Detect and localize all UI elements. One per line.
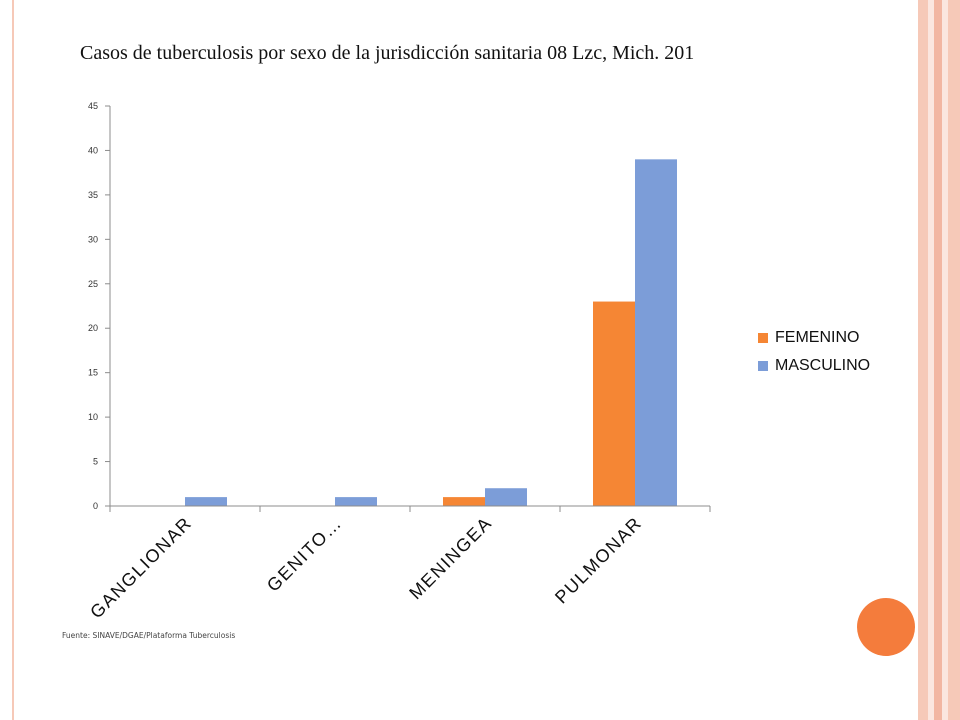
chart-title: Casos de tuberculosis por sexo de la jur… [80, 42, 695, 64]
y-tick-label: 40 [88, 145, 98, 155]
y-tick-label: 0 [93, 501, 98, 511]
bar-masculino-2 [485, 488, 527, 506]
bar-femenino-2 [443, 497, 485, 506]
y-tick-label: 15 [88, 368, 98, 378]
x-category-label: GENITO… [263, 513, 346, 596]
legend-item-masculino: MASCULINO [758, 352, 870, 380]
bar-femenino-3 [593, 301, 635, 506]
frame-stripe-2 [934, 0, 942, 720]
x-category-label: MENINGEA [405, 513, 496, 604]
bar-masculino-1 [335, 497, 377, 506]
y-tick-label: 10 [88, 412, 98, 422]
bar-masculino-3 [635, 159, 677, 507]
x-category-label: GANGLIONAR [86, 513, 196, 623]
source-note: Fuente: SINAVE/DGAE/Plataforma Tuberculo… [62, 631, 236, 640]
legend-label-masculino: MASCULINO [775, 357, 871, 374]
x-category-label: PULMONAR [551, 513, 646, 608]
legend: FEMENINO MASCULINO [758, 324, 870, 380]
legend-swatch-masculino [758, 361, 768, 371]
right-decorative-frame [918, 0, 960, 720]
decorative-circle [857, 598, 915, 656]
frame-stripe-0 [918, 0, 928, 720]
frame-stripe-1 [928, 0, 934, 720]
y-tick-label: 25 [88, 279, 98, 289]
bar-masculino-0 [185, 497, 227, 506]
y-tick-label: 30 [88, 234, 98, 244]
frame-stripe-4 [948, 0, 960, 720]
legend-swatch-femenino [758, 333, 768, 343]
legend-item-femenino: FEMENINO [758, 324, 870, 352]
y-tick-label: 35 [88, 190, 98, 200]
left-border-line [12, 0, 14, 720]
legend-label-femenino: FEMENINO [775, 329, 860, 346]
y-tick-label: 5 [93, 457, 98, 467]
frame-stripe-3 [942, 0, 948, 720]
y-tick-label: 20 [88, 323, 98, 333]
y-tick-label: 45 [88, 101, 98, 111]
